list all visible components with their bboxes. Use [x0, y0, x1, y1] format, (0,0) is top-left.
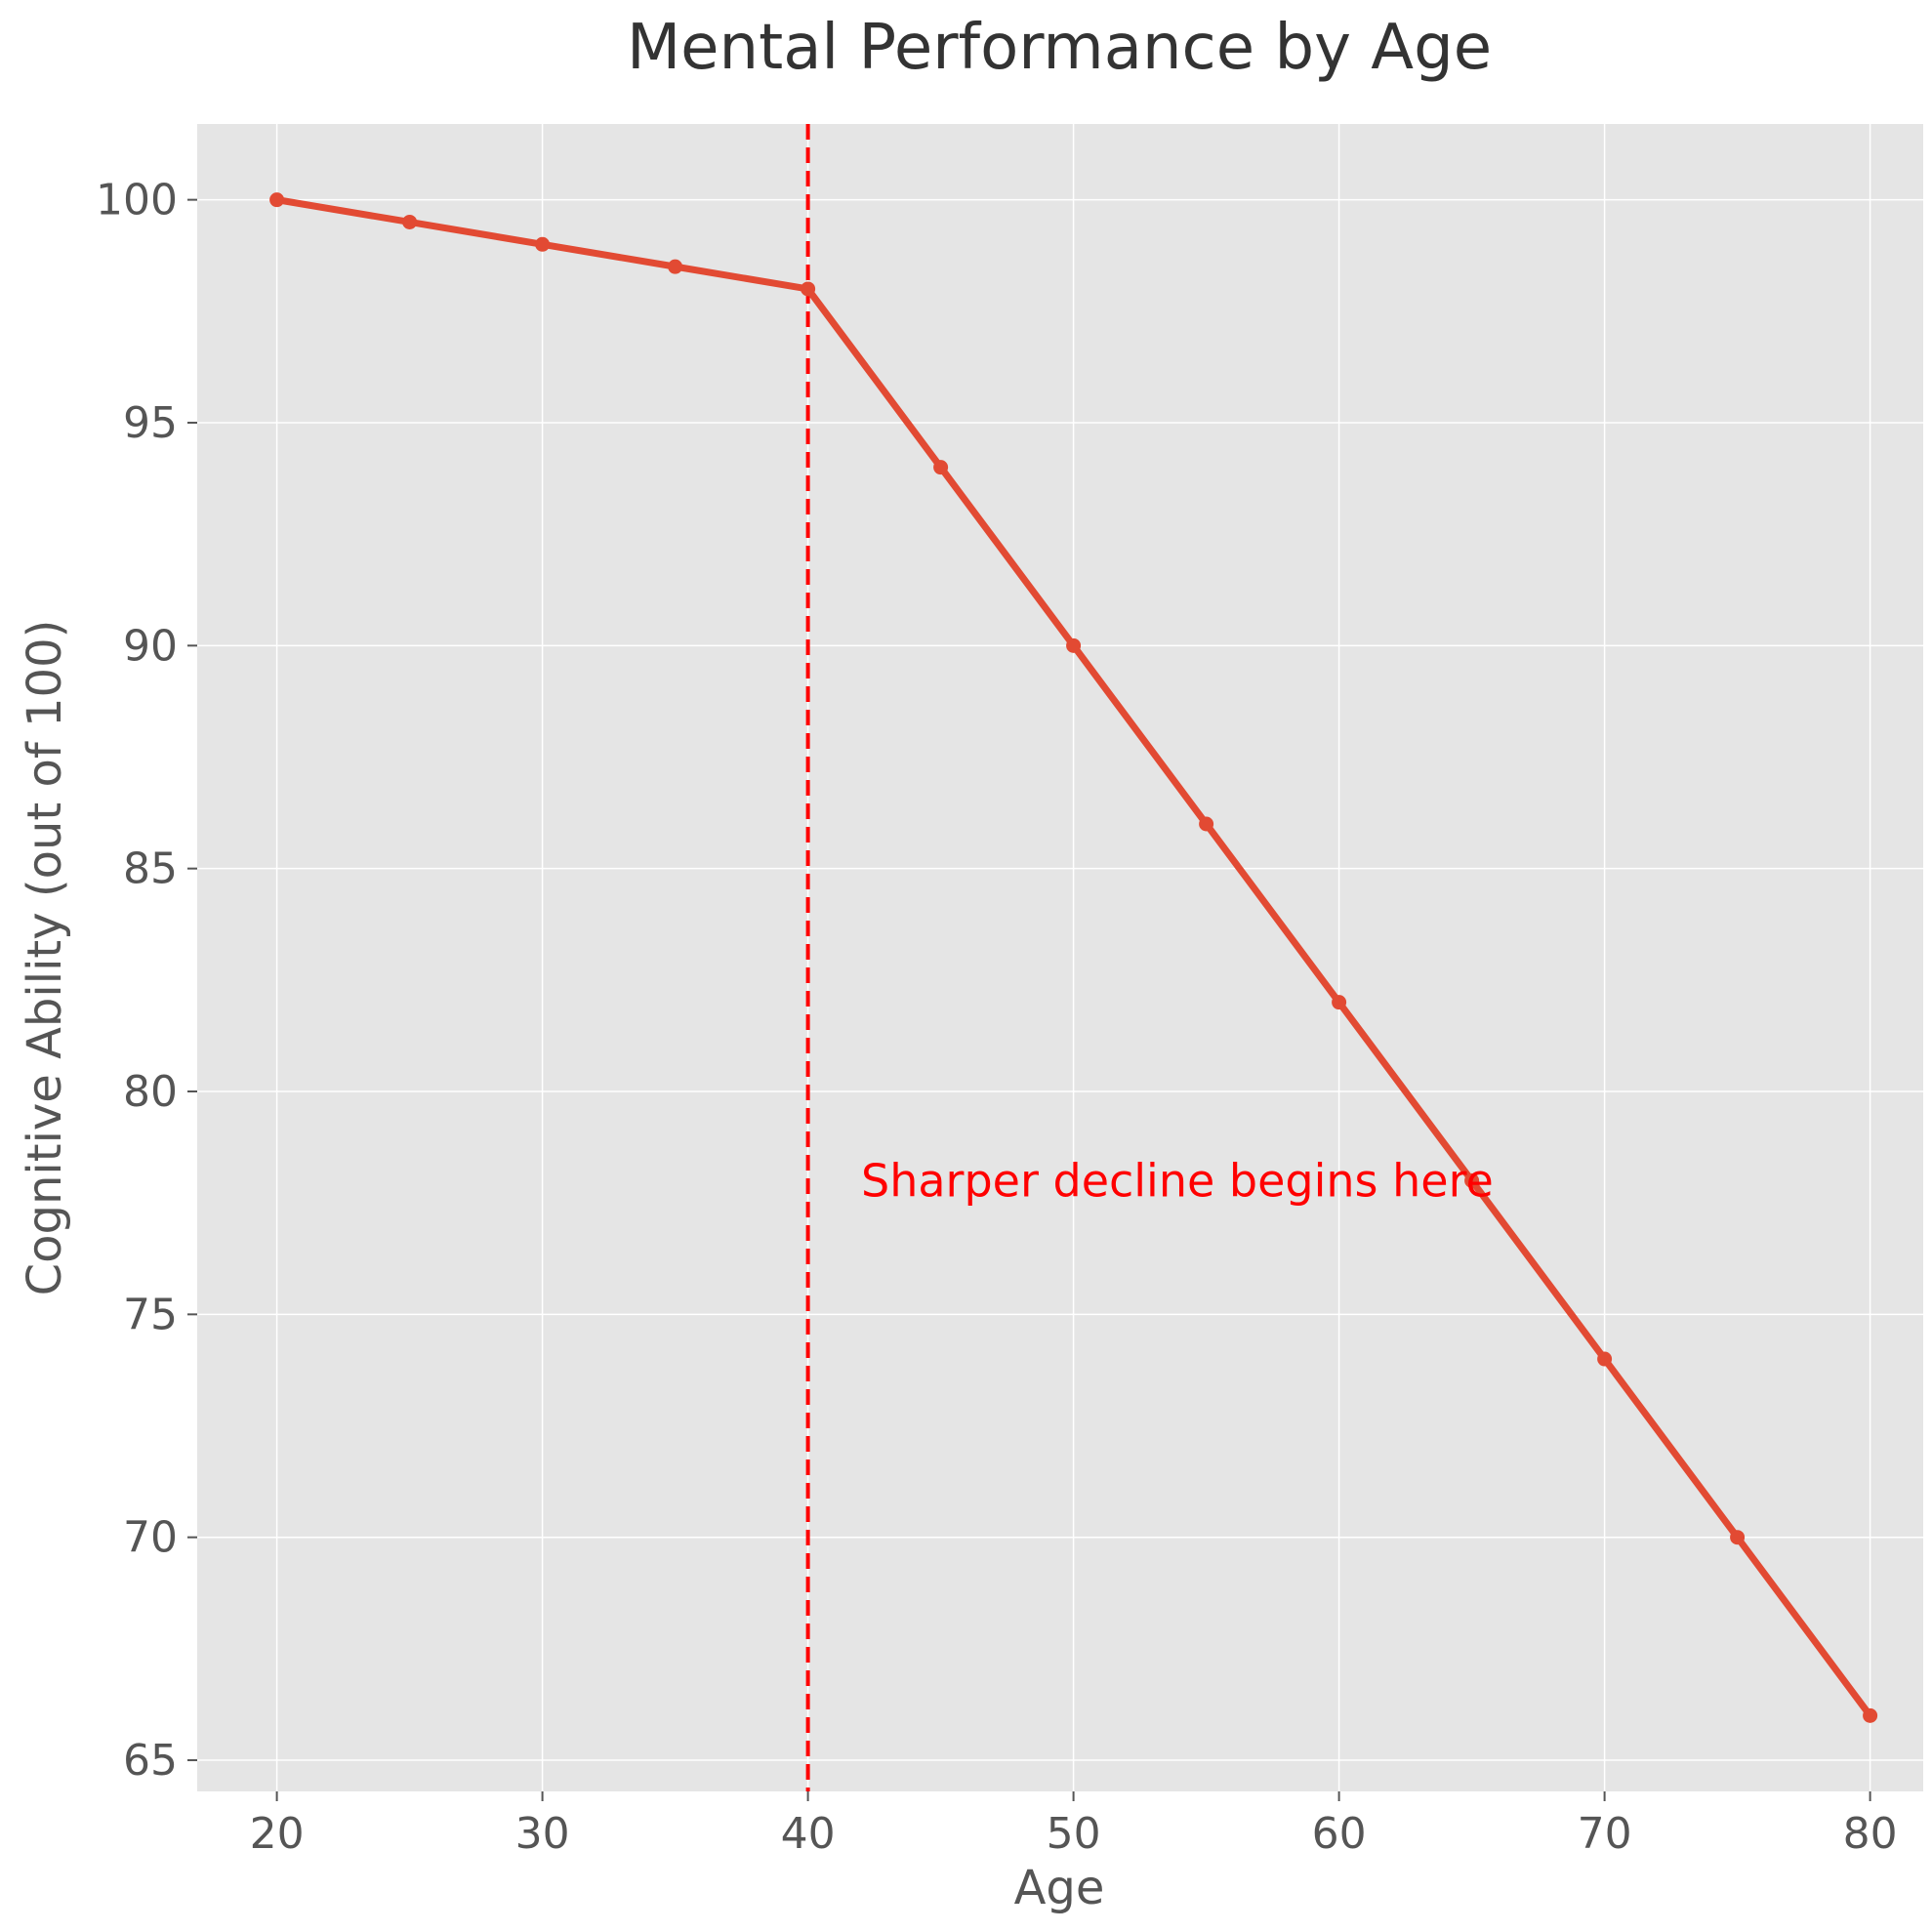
- x-tick-label: 40: [781, 1809, 836, 1859]
- data-point: [668, 259, 683, 274]
- data-point: [1597, 1351, 1613, 1367]
- y-tick-label: 80: [123, 1067, 178, 1117]
- y-tick-label: 95: [123, 398, 178, 448]
- x-tick-label: 50: [1047, 1809, 1101, 1859]
- data-point: [269, 192, 285, 208]
- x-axis-label: Age: [1014, 1861, 1105, 1915]
- x-tick-label: 70: [1578, 1809, 1632, 1859]
- data-point: [933, 460, 949, 475]
- y-tick-label: 90: [123, 621, 178, 671]
- data-point: [1199, 816, 1214, 832]
- data-point: [535, 236, 551, 252]
- y-tick-label: 70: [123, 1513, 178, 1563]
- annotation-label: Sharper decline begins here: [861, 1154, 1494, 1207]
- x-tick-label: 20: [250, 1809, 305, 1859]
- data-point: [1863, 1707, 1878, 1723]
- y-tick-label: 75: [123, 1290, 178, 1339]
- y-tick-label: 65: [123, 1736, 178, 1786]
- data-point: [1332, 995, 1347, 1010]
- data-point: [1464, 1172, 1480, 1188]
- y-tick-label: 100: [96, 176, 178, 226]
- chart-title: Mental Performance by Age: [627, 12, 1492, 84]
- data-point: [1066, 637, 1082, 653]
- y-axis-label: Cognitive Ability (out of 100): [18, 620, 72, 1296]
- data-point: [402, 214, 418, 229]
- series-group: [269, 192, 1878, 1723]
- axis-ticks: 20 30 40 50 60 70 80 65 70 75 80 85 90 95 100: [96, 176, 1898, 1859]
- y-tick-label: 85: [123, 844, 178, 894]
- data-point: [801, 281, 816, 297]
- x-tick-label: 60: [1312, 1809, 1367, 1859]
- x-tick-label: 30: [515, 1809, 570, 1859]
- grid: [197, 124, 1923, 1791]
- x-tick-label: 80: [1843, 1809, 1898, 1859]
- data-point: [1730, 1530, 1746, 1545]
- plot-area: [197, 124, 1923, 1791]
